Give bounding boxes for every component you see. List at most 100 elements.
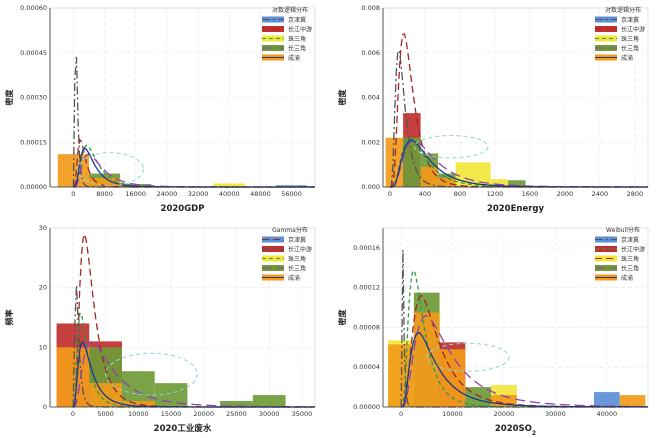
histogram-bar: [508, 180, 526, 187]
legend-title: 对数逻辑分布: [605, 6, 641, 14]
y-axis-label: 密度: [4, 89, 14, 107]
chart-svg: 0 10000 20000 30000 40000 0.00000 0.00004 0.000…: [337, 226, 649, 437]
x-tick-label: 30000: [259, 410, 280, 418]
y-tick-label: 0.00000: [353, 403, 380, 411]
legend-title: 对数逻辑分布: [272, 6, 308, 14]
histogram-bar: [88, 178, 121, 187]
x-tick-label: 0: [71, 410, 75, 418]
histogram-bar: [121, 371, 155, 407]
legend-label: 珠三角: [621, 255, 639, 263]
y-tick-label: 0.000: [361, 183, 380, 191]
y-axis-label: 密度: [337, 89, 347, 107]
y-tick-label: 0.006: [361, 49, 380, 57]
x-tick-label: 2800: [627, 190, 644, 198]
highlight-ellipse: [413, 135, 489, 159]
x-tick-label: 0: [71, 190, 75, 198]
chart-panel-1: 0 8000 16000 24000 32000 40000 48000 56000 0.000…: [0, 0, 328, 217]
histogram-bar: [220, 401, 253, 407]
legend-label: 长江中游: [288, 246, 312, 254]
x-tick-label: 20000: [494, 410, 515, 418]
y-tick-label: 0.00015: [20, 138, 47, 146]
histogram-bar: [121, 401, 155, 407]
x-tick-label: 48000: [250, 190, 271, 198]
x-tick-label: 1600: [522, 190, 539, 198]
histogram-bar: [438, 178, 456, 187]
x-tick-label: 16000: [125, 190, 146, 198]
legend-label: 成渝: [288, 274, 300, 282]
chart-svg: 0 400 800 1200 1600 2000 2400 2800 0.000 0.002 0.0…: [337, 4, 649, 214]
y-tick-label: 10: [39, 343, 47, 351]
x-axis-label: 2020SO2: [495, 424, 536, 437]
x-tick-label: 24000: [157, 190, 178, 198]
highlight-ellipse: [76, 152, 145, 187]
x-axis-label: 2020工业废水: [154, 423, 212, 434]
y-tick-label: 0.004: [361, 94, 380, 102]
y-tick-label: 0.008: [361, 4, 380, 12]
y-tick-label: 0: [43, 403, 47, 411]
legend-label: 京津冀: [621, 236, 639, 244]
y-tick-label: 20: [39, 284, 47, 292]
legend-label: 长江中游: [288, 26, 312, 34]
legend-label: 珠三角: [288, 255, 306, 263]
distribution-curve: [401, 314, 648, 408]
histogram-bar: [593, 392, 620, 407]
legend-swatch: [595, 265, 617, 271]
legend-label: 成渝: [288, 54, 300, 62]
x-tick-label: 30000: [545, 410, 566, 418]
legend-title: Gamma分布: [272, 226, 308, 234]
x-tick-label: 2000: [557, 190, 574, 198]
x-tick-label: 400: [419, 190, 431, 198]
legend-title: Weibull分布: [606, 226, 640, 234]
x-tick-label: 25000: [226, 410, 247, 418]
x-axis-label-subscript: 2: [532, 430, 536, 437]
x-tick-label: 56000: [281, 190, 302, 198]
legend-label: 珠三角: [288, 35, 306, 43]
legend-label: 京津冀: [621, 16, 639, 24]
highlight-ellipse: [426, 342, 510, 372]
legend-label: 成渝: [621, 274, 633, 282]
chart-panel-3: 0 5000 10000 15000 20000 25000 30000 35000 0 10 20…: [0, 220, 328, 437]
y-tick-label: 30: [39, 224, 47, 232]
x-tick-label: 40000: [219, 190, 240, 198]
histogram-bar: [276, 185, 308, 187]
y-tick-label: 0.00008: [353, 323, 380, 331]
y-tick-label: 0.00016: [353, 244, 380, 252]
x-axis-label: 2020GDP: [161, 204, 205, 214]
x-tick-label: 2400: [592, 190, 609, 198]
highlight-ellipse: [105, 352, 198, 396]
x-tick-label: 15000: [161, 410, 182, 418]
legend-label: 长三角: [621, 45, 639, 53]
chart-panel-4: 0 10000 20000 30000 40000 0.00000 0.00004 0.000…: [333, 220, 661, 437]
y-tick-label: 0.002: [361, 138, 380, 146]
chart-svg: 0 8000 16000 24000 32000 40000 48000 56000 0.000…: [4, 4, 316, 214]
legend-swatch: [262, 45, 284, 51]
legend-label: 京津冀: [288, 236, 306, 244]
y-axis-label: 密度: [337, 309, 347, 327]
y-tick-label: 0.00045: [20, 49, 47, 57]
y-tick-label: 0.00000: [20, 183, 47, 191]
x-tick-label: 32000: [188, 190, 209, 198]
legend-label: 长三角: [621, 265, 639, 273]
x-tick-label: 10000: [442, 410, 463, 418]
x-axis-label: 2020Energy: [487, 204, 545, 214]
y-tick-label: 0.00060: [20, 4, 47, 12]
y-tick-label: 0.00004: [353, 363, 380, 371]
histogram-bar: [619, 395, 646, 407]
chart-panel-2: 0 400 800 1200 1600 2000 2400 2800 0.000 0.002 0.0…: [333, 0, 661, 217]
legend-label: 长江中游: [621, 26, 645, 34]
x-tick-label: 1200: [487, 190, 504, 198]
x-tick-label: 800: [454, 190, 466, 198]
y-tick-label: 0.00012: [353, 284, 380, 292]
legend-label: 成渝: [621, 54, 633, 62]
x-tick-label: 5000: [97, 410, 114, 418]
x-tick-label: 10000: [128, 410, 149, 418]
histogram-bar: [252, 395, 286, 407]
y-tick-label: 0.00030: [20, 94, 47, 102]
x-tick-label: 20000: [193, 410, 214, 418]
x-tick-label: 8000: [96, 190, 113, 198]
legend-label: 长三角: [288, 45, 306, 53]
legend-swatch: [262, 265, 284, 271]
x-tick-label: 35000: [292, 410, 313, 418]
histogram-bar: [491, 395, 517, 407]
